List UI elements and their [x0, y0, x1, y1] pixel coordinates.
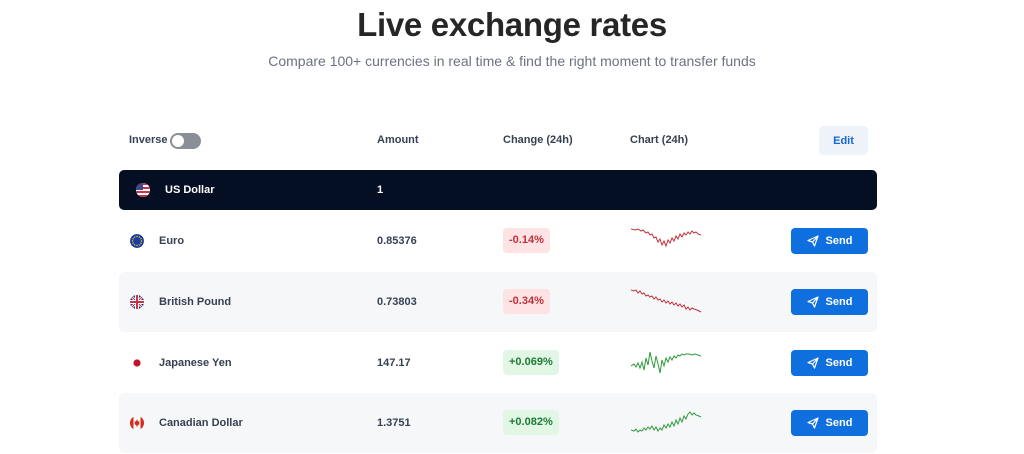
chart-header: Chart (24h): [630, 134, 689, 146]
page-title: Live exchange rates: [357, 6, 667, 43]
change-header: Change (24h): [503, 134, 573, 146]
sparkline-chart: [631, 228, 702, 248]
base-currency-row: US Dollar 1: [119, 170, 877, 210]
amount-header: Amount: [377, 134, 419, 146]
sparkline-chart: [631, 289, 702, 313]
currency-name: British Pound: [159, 296, 232, 308]
change-badge: +0.069%: [503, 350, 559, 375]
send-button[interactable]: Send: [791, 410, 868, 436]
uk-flag-icon: [130, 295, 144, 309]
change-badge: -0.14%: [503, 228, 550, 253]
send-label: Send: [825, 296, 853, 308]
inverse-toggle[interactable]: [170, 133, 201, 149]
toggle-knob: [172, 135, 184, 147]
currency-amount: 0.85376: [377, 235, 417, 247]
currency-row-japanese-yen: Japanese Yen 147.17 +0.069% Send: [119, 333, 877, 393]
currency-amount: 1.3751: [377, 417, 411, 429]
japan-flag-icon: [130, 356, 144, 370]
page-subtitle: Compare 100+ currencies in real time & f…: [268, 53, 756, 69]
edit-button[interactable]: Edit: [819, 126, 868, 155]
send-icon: [806, 357, 819, 369]
eu-flag-icon: [130, 234, 144, 248]
sparkline-chart: [631, 351, 702, 374]
rates-table: Inverse Amount Change (24h) Chart (24h) …: [119, 120, 877, 453]
send-button[interactable]: Send: [791, 289, 868, 315]
currency-row-canadian-dollar: Canadian Dollar 1.3751 +0.082% Send: [119, 393, 877, 453]
inverse-label: Inverse: [129, 134, 168, 146]
table-header: Inverse Amount Change (24h) Chart (24h) …: [119, 120, 877, 162]
send-label: Send: [825, 235, 853, 247]
currency-row-british-pound: British Pound 0.73803 -0.34% Send: [119, 272, 877, 332]
currency-row-euro: Euro 0.85376 -0.14% Send: [119, 211, 877, 271]
send-button[interactable]: Send: [791, 350, 868, 376]
change-badge: -0.34%: [503, 289, 550, 314]
send-label: Send: [825, 417, 853, 429]
send-icon: [806, 235, 819, 247]
currency-name: Canadian Dollar: [159, 417, 243, 429]
canada-flag-icon: [130, 416, 144, 430]
base-currency-amount: 1: [377, 184, 384, 196]
send-icon: [806, 296, 819, 308]
send-label: Send: [825, 357, 853, 369]
us-flag-icon: [136, 183, 150, 197]
currency-amount: 147.17: [377, 357, 411, 369]
send-icon: [806, 417, 819, 429]
change-badge: +0.082%: [503, 410, 559, 435]
sparkline-chart: [631, 411, 702, 433]
currency-amount: 0.73803: [377, 296, 417, 308]
send-button[interactable]: Send: [791, 228, 868, 254]
base-currency-name: US Dollar: [165, 184, 215, 196]
currency-name: Japanese Yen: [159, 357, 232, 369]
currency-name: Euro: [159, 235, 185, 247]
